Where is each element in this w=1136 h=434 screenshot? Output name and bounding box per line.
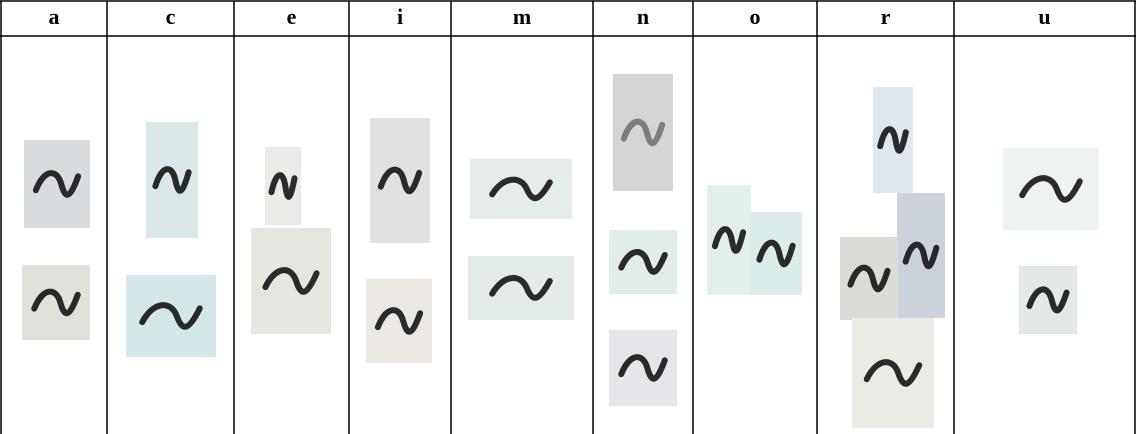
glyph-image (24, 140, 90, 228)
glyph-stroke (139, 302, 203, 330)
glyph-stroke (489, 176, 553, 202)
glyph-image (470, 159, 572, 219)
glyph-background (840, 237, 898, 320)
glyph-image (609, 330, 677, 406)
column-header: m (513, 4, 531, 29)
glyph-image (707, 185, 751, 295)
glyph-background (470, 159, 572, 219)
glyph-stroke (618, 249, 668, 275)
glyph-image (370, 118, 430, 243)
glyph-stroke (1019, 175, 1083, 203)
glyph-stroke (1026, 286, 1070, 314)
glyph-image (852, 318, 934, 428)
column-header: c (166, 4, 176, 29)
glyph-stroke (756, 239, 796, 268)
column-header: e (287, 4, 297, 29)
glyph-background (609, 230, 677, 294)
glyph-stroke (618, 354, 668, 382)
glyph-image (897, 193, 945, 318)
glyph-stroke (374, 307, 424, 335)
glyph-image (251, 228, 331, 334)
glyph-background (146, 122, 198, 238)
column-header: n (637, 4, 649, 29)
glyph-background (897, 193, 945, 318)
glyph-image (22, 265, 90, 340)
column-header: u (1038, 4, 1050, 29)
glyph-image (613, 74, 673, 191)
glyph-stroke (268, 172, 298, 200)
glyph-images (22, 74, 1099, 428)
glyph-image (366, 279, 432, 363)
glyph-stroke (377, 166, 423, 195)
glyph-background (468, 256, 574, 320)
glyph-stroke (489, 275, 553, 301)
glyph-image (750, 212, 802, 295)
glyph-background (126, 275, 216, 357)
glyph-background (1003, 148, 1099, 230)
glyph-stroke (863, 359, 923, 387)
glyph-image (146, 122, 198, 238)
glyph-stroke (32, 170, 82, 198)
glyph-image (1003, 148, 1099, 230)
glyph-image (840, 237, 898, 320)
glyph-image (468, 256, 574, 320)
glyph-background (251, 228, 331, 334)
glyph-background (750, 212, 802, 295)
glyph-image (873, 87, 913, 193)
glyph-stroke (711, 226, 747, 254)
glyph-background (366, 279, 432, 363)
column-header: r (881, 4, 891, 29)
glyph-image (609, 230, 677, 294)
glyph-image (126, 275, 216, 357)
glyph-background (609, 330, 677, 406)
glyph-background (613, 74, 673, 191)
glyph-image (265, 147, 301, 225)
glyph-stroke (152, 166, 192, 194)
column-header: o (750, 4, 761, 29)
column-header: i (397, 4, 403, 29)
glyph-background (24, 140, 90, 228)
glyph-background (1019, 266, 1077, 334)
glyph-background (22, 265, 90, 340)
glyph-stroke (620, 118, 666, 147)
glyph-stroke (262, 267, 320, 295)
column-header: a (49, 4, 60, 29)
glyph-background (370, 118, 430, 243)
glyph-stroke (31, 288, 81, 317)
glyph-image (1019, 266, 1077, 334)
glyph-background (852, 318, 934, 428)
glyph-stroke (877, 126, 909, 154)
glyph-stroke (847, 264, 891, 293)
glyph-stroke (902, 241, 940, 270)
